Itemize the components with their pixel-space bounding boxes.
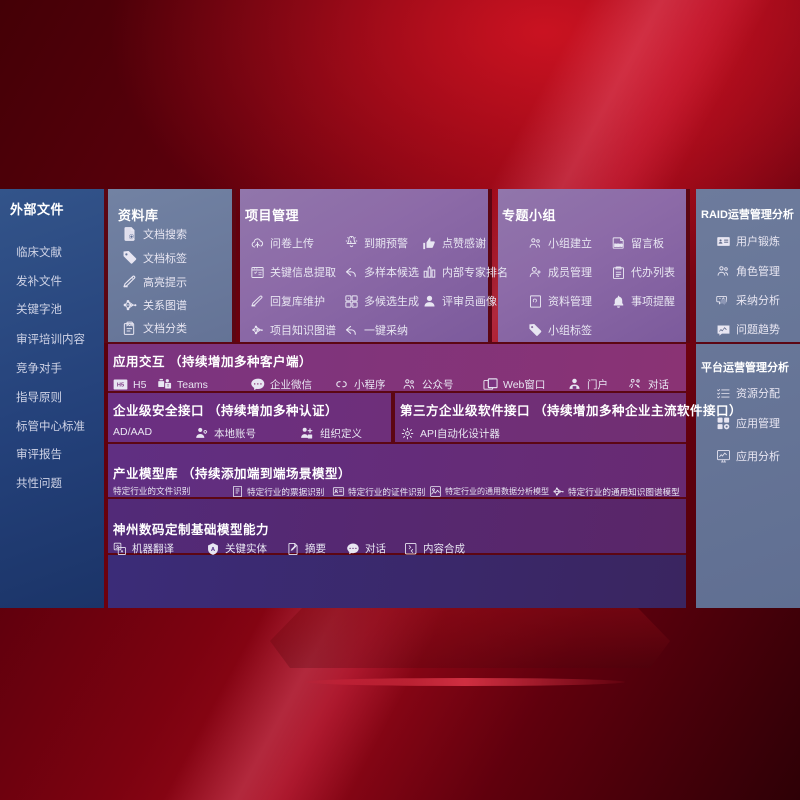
svg-text:文: 文 [115,543,120,549]
svg-text:H5: H5 [117,383,124,389]
svg-text:BBS: BBS [614,242,623,247]
svg-text:A: A [121,549,124,553]
